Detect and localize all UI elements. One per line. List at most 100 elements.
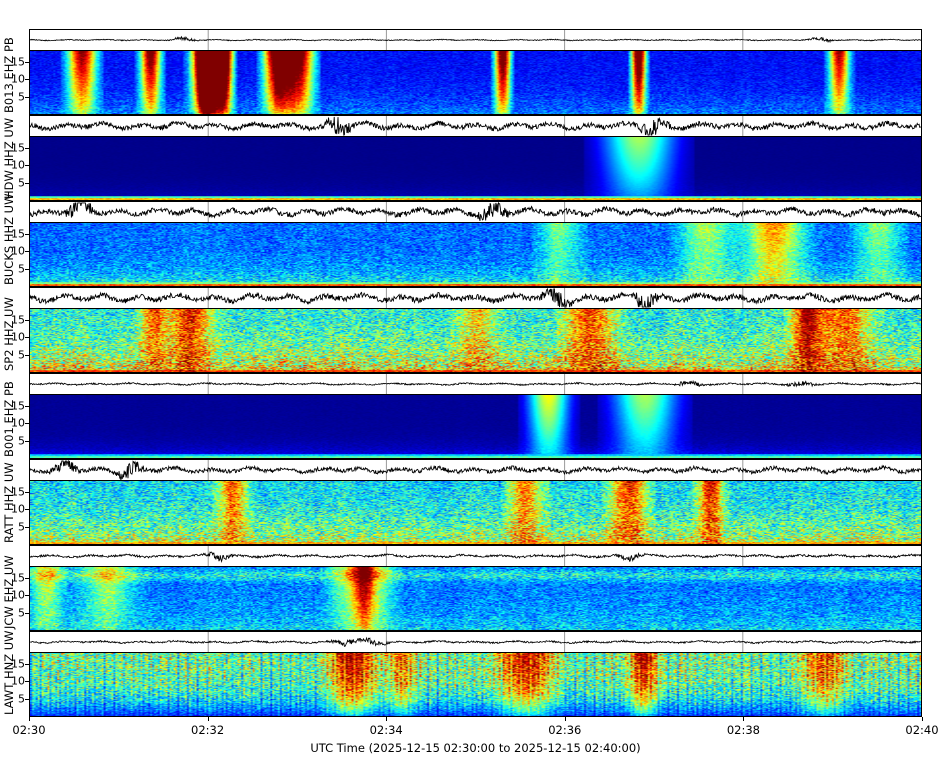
waveform-svg — [30, 116, 921, 136]
x-tick-mark — [207, 717, 209, 721]
spectrogram-canvas — [30, 51, 921, 114]
y-axis: 5 10 15 — [3, 137, 29, 201]
y-tick-label: 10 — [11, 674, 25, 688]
waveform-trace[interactable] — [29, 459, 922, 481]
y-tick-label: 10 — [11, 158, 25, 172]
station-panel-stack: B013 EHZ PB 5 10 15 HDW HHZ UW 5 10 15 BUCKS HHZ… — [2, 29, 922, 717]
y-tick-mark — [25, 527, 29, 529]
spectrogram-image[interactable] — [29, 137, 922, 201]
spectrogram-image[interactable] — [29, 481, 922, 545]
y-tick-label: 10 — [11, 588, 25, 602]
y-tick-label: 10 — [11, 72, 25, 86]
y-tick-mark — [25, 423, 29, 425]
waveform-trace[interactable] — [29, 201, 922, 223]
station-panel[interactable]: B013 EHZ PB 5 10 15 — [2, 29, 922, 115]
y-tick-mark — [25, 183, 29, 185]
y-axis: 5 10 15 — [3, 395, 29, 459]
waveform-trace[interactable] — [29, 115, 922, 137]
y-tick-mark — [25, 681, 29, 683]
spectrogram-canvas — [30, 481, 921, 544]
station-panel[interactable]: RATT HHZ UW 5 10 15 — [2, 459, 922, 545]
waveform-svg — [30, 288, 921, 308]
waveform-svg — [30, 202, 921, 222]
station-panel[interactable]: HDW HHZ UW 5 10 15 — [2, 115, 922, 201]
y-axis: 5 10 15 — [3, 567, 29, 631]
y-tick-mark — [25, 79, 29, 81]
x-tick-label: 02:40 — [905, 723, 939, 737]
waveform-trace[interactable] — [29, 631, 922, 653]
y-axis: 5 10 15 — [3, 481, 29, 545]
spectrogram-canvas — [30, 653, 921, 716]
x-tick-label: 02:36 — [548, 723, 582, 737]
y-tick-label: 5 — [18, 520, 25, 534]
x-tick-label: 02:32 — [191, 723, 225, 737]
y-axis: 5 10 15 — [3, 653, 29, 717]
spectrogram-canvas — [30, 395, 921, 458]
y-tick-mark — [25, 251, 29, 253]
y-tick-label: 5 — [18, 606, 25, 620]
y-tick-mark — [25, 97, 29, 99]
y-tick-mark — [25, 337, 29, 339]
x-tick-mark — [564, 717, 566, 721]
y-axis: 5 10 15 — [3, 309, 29, 373]
y-tick-mark — [25, 441, 29, 443]
station-panel[interactable]: SP2 HHZ UW 5 10 15 — [2, 287, 922, 373]
y-tick-mark — [25, 147, 29, 149]
x-tick-label: 02:34 — [369, 723, 403, 737]
y-tick-label: 10 — [11, 502, 25, 516]
y-tick-mark — [25, 509, 29, 511]
x-tick-label: 02:38 — [726, 723, 760, 737]
y-tick-label: 10 — [11, 244, 25, 258]
spectrogram-image[interactable] — [29, 223, 922, 287]
waveform-svg — [30, 546, 921, 566]
y-tick-mark — [25, 61, 29, 63]
x-tick-mark — [386, 717, 388, 721]
y-tick-label: 15 — [11, 571, 25, 585]
waveform-svg — [30, 30, 921, 50]
y-tick-mark — [25, 613, 29, 615]
x-axis: UTC Time (2025-12-15 02:30:00 to 2025-12… — [12, 717, 939, 757]
y-tick-label: 15 — [11, 657, 25, 671]
y-tick-mark — [25, 595, 29, 597]
x-tick-label: 02:30 — [12, 723, 46, 737]
spectrogram-image[interactable] — [29, 395, 922, 459]
waveform-svg — [30, 374, 921, 394]
y-tick-label: 15 — [11, 55, 25, 69]
x-tick-mark — [743, 717, 745, 721]
y-tick-mark — [25, 663, 29, 665]
x-tick-mark — [29, 717, 30, 721]
spectrogram-image[interactable] — [29, 567, 922, 631]
waveform-trace[interactable] — [29, 29, 922, 51]
spectrogram-canvas — [30, 137, 921, 200]
y-tick-mark — [25, 269, 29, 271]
station-panel[interactable]: BUCKS HHZ UW 5 10 15 — [2, 194, 922, 287]
y-tick-label: 5 — [18, 348, 25, 362]
y-axis: 5 10 15 — [3, 51, 29, 115]
spectrogram-canvas — [30, 309, 921, 372]
station-panel[interactable]: B001 EHZ PB 5 10 15 — [2, 373, 922, 459]
y-tick-label: 5 — [18, 262, 25, 276]
spectrogram-canvas — [30, 567, 921, 630]
waveform-svg — [30, 632, 921, 652]
station-panel[interactable]: JCW EHZ UW 5 10 15 — [2, 545, 922, 631]
spectrogram-image[interactable] — [29, 653, 922, 717]
y-tick-label: 15 — [11, 227, 25, 241]
y-tick-label: 5 — [18, 90, 25, 104]
spectrogram-canvas — [30, 223, 921, 286]
waveform-trace[interactable] — [29, 545, 922, 567]
y-tick-label: 5 — [18, 434, 25, 448]
y-tick-label: 15 — [11, 313, 25, 327]
waveform-svg — [30, 460, 921, 480]
y-tick-label: 10 — [11, 330, 25, 344]
spectrogram-image[interactable] — [29, 51, 922, 115]
y-tick-label: 5 — [18, 176, 25, 190]
waveform-trace[interactable] — [29, 287, 922, 309]
station-panel[interactable]: LAWT HNZ UW 5 10 15 — [2, 630, 922, 717]
y-axis: 5 10 15 — [3, 223, 29, 287]
waveform-trace[interactable] — [29, 373, 922, 395]
spectrogram-image[interactable] — [29, 309, 922, 373]
y-tick-label: 15 — [11, 141, 25, 155]
y-tick-label: 15 — [11, 485, 25, 499]
y-tick-mark — [25, 699, 29, 701]
